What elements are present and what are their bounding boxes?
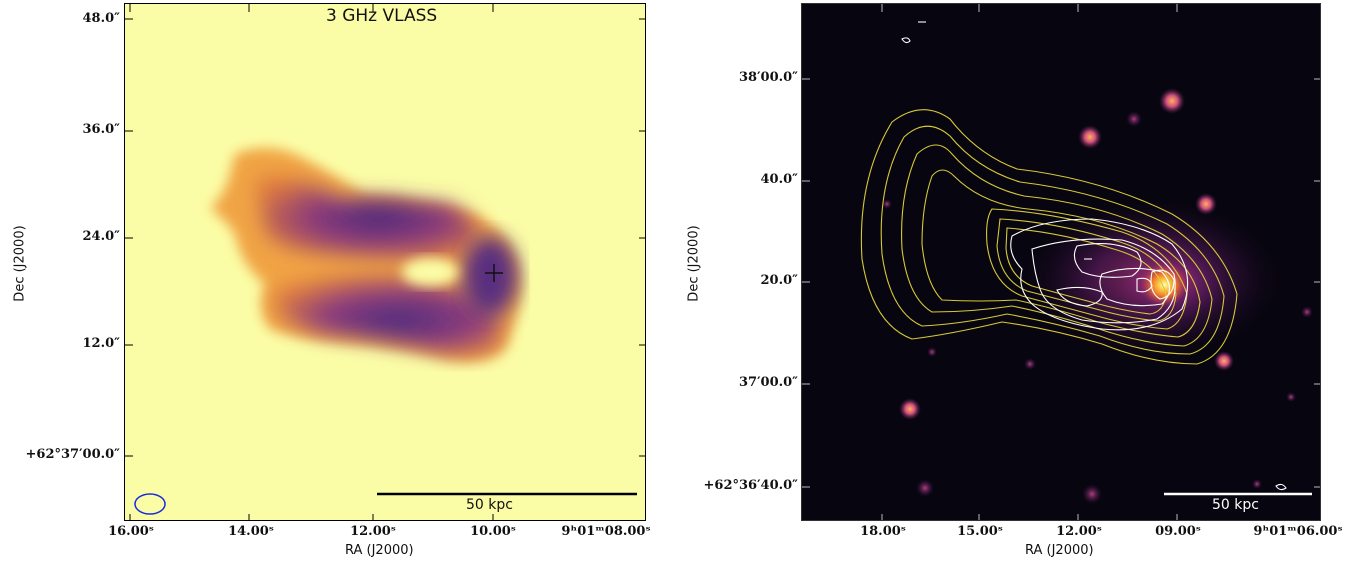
point-source	[1159, 88, 1185, 114]
radio-lobe-bottom	[275, 275, 501, 356]
right-image-frame	[801, 3, 1321, 521]
point-source	[1214, 351, 1234, 371]
left-x-axis-label: RA (J2000)	[345, 543, 414, 558]
radio-contours	[860, 109, 1238, 365]
left-x-tick: 10.00ˢ	[470, 524, 516, 539]
right-x-tick: 12.00ˢ	[1056, 524, 1102, 539]
left-y-tick: 36.0″	[82, 122, 120, 137]
right-y-axis-label: Dec (J2000)	[686, 225, 702, 302]
left-radio-image	[125, 4, 645, 520]
right-x-axis-label: RA (J2000)	[1025, 543, 1094, 558]
left-panel: 3 GHz VLASS 50 kpc 48.0″ 36.0″ 24.0″ 12.…	[0, 0, 680, 563]
left-panel-title: 3 GHz VLASS	[326, 6, 438, 26]
right-y-tick: 20.0″	[760, 273, 798, 288]
left-x-tick: 9ʰ01ᵐ08.00ˢ	[561, 524, 651, 539]
left-y-tick: +62°37′00.0″	[25, 447, 120, 462]
point-source	[916, 479, 934, 497]
right-x-tick: 15.00ˢ	[957, 524, 1003, 539]
right-scale-label: 50 kpc	[1212, 497, 1259, 513]
right-xray-image	[802, 4, 1320, 520]
xray-contours	[901, 21, 1287, 491]
right-frame-ticks	[802, 4, 1320, 520]
left-image-frame	[124, 3, 646, 521]
right-x-tick: 09.00ˢ	[1155, 524, 1201, 539]
right-x-tick: 9ʰ01ᵐ06.00ˢ	[1253, 524, 1343, 539]
point-source	[1024, 358, 1036, 370]
core-cross-marker	[485, 264, 503, 282]
left-y-tick: 24.0″	[82, 229, 120, 244]
point-source	[1195, 193, 1217, 215]
point-source	[1301, 306, 1313, 318]
left-y-tick: 48.0″	[82, 11, 120, 26]
right-panel: 50 kpc 38′00.0″ 40.0″ 20.0″ 37′00.0″ +62…	[680, 0, 1362, 563]
left-frame-ticks	[125, 4, 645, 520]
left-x-tick: 16.00ˢ	[108, 524, 154, 539]
point-source	[927, 347, 937, 357]
radio-core	[462, 236, 518, 316]
left-x-tick: 12.00ˢ	[350, 524, 396, 539]
point-source	[882, 199, 892, 209]
point-source	[1082, 484, 1102, 504]
point-source	[1078, 125, 1102, 149]
left-scale-label: 50 kpc	[466, 497, 513, 513]
right-x-tick: 18.00ˢ	[860, 524, 906, 539]
radio-lobe-top	[255, 176, 480, 259]
right-y-tick: 37′00.0″	[739, 375, 798, 390]
left-y-tick: 12.0″	[82, 336, 120, 351]
point-source	[1252, 479, 1262, 489]
beam-ellipse	[134, 493, 166, 515]
left-y-axis-label: Dec (J2000)	[12, 225, 28, 302]
point-source	[899, 398, 921, 420]
point-source	[1286, 392, 1296, 402]
right-y-tick: 38′00.0″	[739, 70, 798, 85]
right-y-tick: 40.0″	[760, 172, 798, 187]
radio-gap	[402, 258, 458, 286]
left-x-tick: 14.00ˢ	[228, 524, 274, 539]
right-y-tick: +62°36′40.0″	[703, 478, 798, 493]
point-source	[1126, 111, 1142, 127]
